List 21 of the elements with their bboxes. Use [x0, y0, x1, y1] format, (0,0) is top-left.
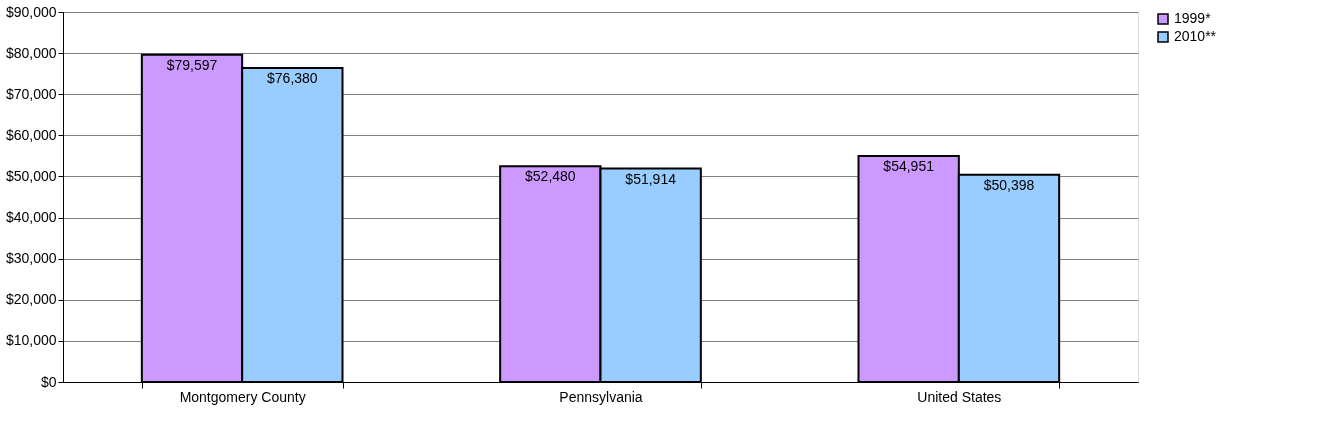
data-label: $52,480 — [525, 168, 576, 185]
data-label: $79,597 — [166, 56, 218, 73]
x-tick-label: Pennsylvania — [559, 388, 643, 405]
y-tick-label: $10,000 — [5, 332, 57, 349]
data-label: $50,398 — [983, 176, 1035, 193]
x-tick-label: United States — [917, 388, 1002, 405]
data-label: $54,951 — [883, 158, 935, 175]
y-tick-label: $70,000 — [5, 85, 57, 102]
y-tick-label: $30,000 — [5, 250, 57, 267]
legend-label: 2010** — [1174, 28, 1217, 44]
legend-label: 1999* — [1174, 10, 1212, 26]
data-label: $76,380 — [267, 69, 318, 86]
y-tick-label: $0 — [40, 373, 57, 390]
y-tick-label: $90,000 — [5, 3, 57, 20]
y-tick-label: $50,000 — [5, 167, 57, 184]
y-tick-label: $20,000 — [5, 291, 57, 308]
y-tick-label: $40,000 — [5, 209, 57, 226]
y-tick-label: $60,000 — [5, 126, 57, 143]
y-tick-label: $80,000 — [5, 44, 57, 61]
data-label: $51,914 — [625, 170, 677, 187]
x-tick-label: Montgomery County — [179, 388, 306, 405]
